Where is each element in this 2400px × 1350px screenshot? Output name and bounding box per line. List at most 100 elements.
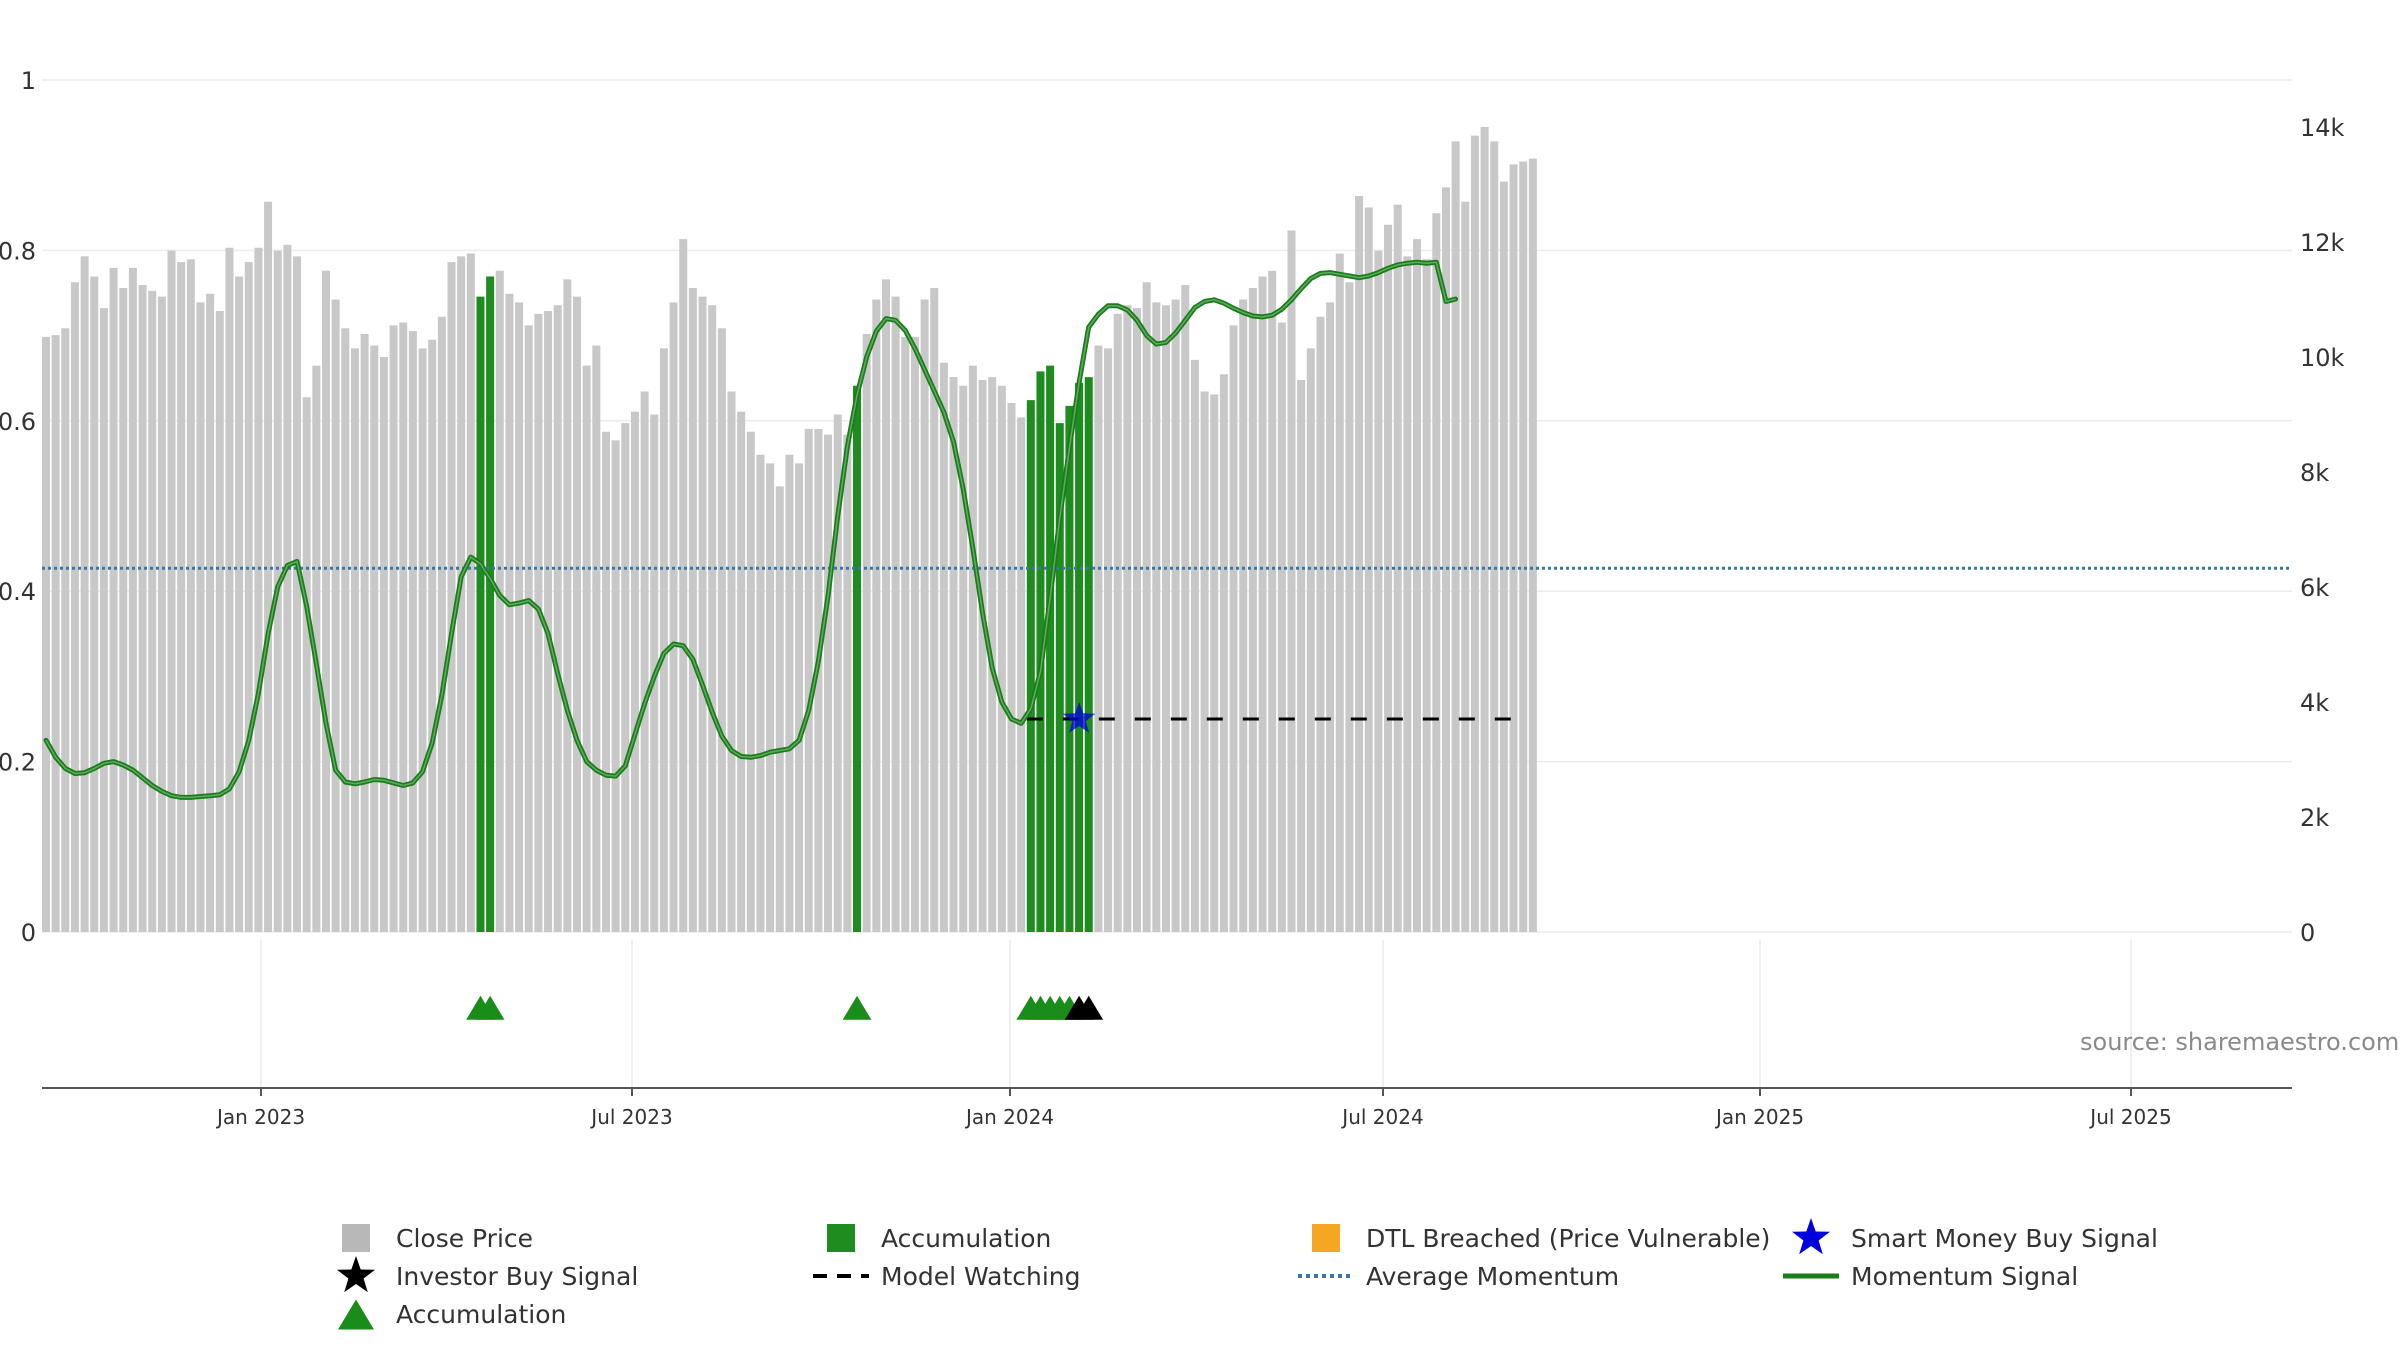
close-price-bar bbox=[1364, 207, 1373, 932]
close-price-bar bbox=[331, 299, 340, 932]
right-axis-tick: 6k bbox=[2300, 574, 2329, 602]
close-price-bar bbox=[1519, 161, 1528, 932]
close-price-bar bbox=[814, 428, 823, 932]
close-price-bar bbox=[99, 308, 108, 932]
left-axis-tick: 0 bbox=[21, 919, 36, 947]
close-price-bar bbox=[1171, 299, 1180, 932]
close-price-bar bbox=[1277, 322, 1286, 932]
right-axis-tick: 0 bbox=[2300, 919, 2315, 947]
close-price-bar bbox=[727, 391, 736, 932]
close-price-bar bbox=[1480, 127, 1489, 932]
accumulation-bar bbox=[476, 296, 485, 932]
close-price-bar bbox=[379, 357, 388, 932]
left-axis-tick: 1 bbox=[21, 67, 36, 95]
right-axis-tick: 10k bbox=[2300, 344, 2345, 372]
accumulation-bar bbox=[1046, 365, 1055, 932]
close-price-bar bbox=[920, 299, 929, 932]
close-price-bar bbox=[582, 365, 591, 932]
close-price-bar bbox=[592, 345, 601, 932]
x-axis-tick-label: Jul 2024 bbox=[1340, 1105, 1423, 1129]
right-axis-tick: 14k bbox=[2300, 114, 2345, 142]
close-price-bar bbox=[1528, 158, 1537, 932]
close-price-bar bbox=[862, 334, 871, 932]
right-axis-tick: 4k bbox=[2300, 689, 2329, 717]
close-price-bar bbox=[1403, 256, 1412, 932]
close-price-bar bbox=[196, 302, 205, 932]
close-price-bar bbox=[891, 296, 900, 932]
close-price-bar bbox=[206, 293, 215, 932]
close-price-bar bbox=[968, 365, 977, 932]
close-price-bar bbox=[370, 345, 379, 932]
close-price-bar bbox=[544, 311, 553, 932]
close-price-bar bbox=[1219, 374, 1228, 932]
left-axis-tick: 0.8 bbox=[0, 237, 36, 265]
close-price-bar bbox=[1509, 164, 1518, 932]
x-axis-tick-label: Jan 2024 bbox=[964, 1105, 1054, 1129]
close-price-bar bbox=[1297, 380, 1306, 932]
close-price-bar bbox=[872, 299, 881, 932]
legend-star-icon bbox=[337, 1256, 375, 1293]
close-price-bar bbox=[80, 256, 89, 932]
close-price-bar bbox=[553, 305, 562, 932]
close-price-bar bbox=[524, 325, 533, 932]
close-price-bar bbox=[746, 431, 755, 932]
signal-markers bbox=[466, 702, 1104, 1020]
right-axis-tick: 8k bbox=[2300, 459, 2329, 487]
close-price-bar bbox=[389, 325, 398, 932]
close-price-bar bbox=[824, 434, 833, 932]
close-price-bar bbox=[215, 311, 224, 932]
momentum-signal-highlight bbox=[45, 261, 1456, 799]
accumulation-triangle bbox=[475, 995, 505, 1020]
close-price-bar bbox=[138, 285, 147, 932]
close-price-bar bbox=[157, 296, 166, 932]
close-price-bar bbox=[1422, 259, 1431, 932]
legend-label: Momentum Signal bbox=[1851, 1262, 2078, 1291]
accumulation-bar bbox=[1065, 405, 1074, 932]
close-price-bar bbox=[119, 288, 128, 932]
close-price-bar bbox=[1104, 348, 1113, 932]
close-price-bar bbox=[1326, 302, 1335, 932]
close-price-bar bbox=[1007, 403, 1016, 932]
close-price-bar bbox=[1161, 305, 1170, 932]
close-price-bar bbox=[264, 201, 273, 932]
close-price-bar bbox=[360, 334, 369, 932]
close-price-bar bbox=[1258, 276, 1267, 932]
close-price-bar bbox=[254, 247, 263, 932]
close-price-bar bbox=[399, 322, 408, 932]
close-price-bar bbox=[1355, 196, 1364, 932]
close-price-bar bbox=[42, 336, 50, 932]
close-price-bar bbox=[167, 250, 176, 932]
legend-swatch-close-price bbox=[342, 1224, 370, 1252]
close-price-bar bbox=[698, 296, 707, 932]
close-price-bar bbox=[1142, 282, 1151, 932]
close-price-bar bbox=[640, 391, 649, 932]
close-price-bar bbox=[1316, 316, 1325, 932]
legend-item: DTL Breached (Price Vulnerable) bbox=[1312, 1224, 1770, 1253]
close-price-bar bbox=[1113, 313, 1122, 932]
close-price-bar bbox=[669, 302, 678, 932]
close-price-bar bbox=[910, 336, 919, 932]
close-price-bar bbox=[61, 328, 70, 932]
x-axis-tick-label: Jan 2023 bbox=[215, 1105, 305, 1129]
close-price-bar bbox=[1335, 253, 1344, 932]
x-axis-tick-label: Jul 2025 bbox=[2088, 1105, 2171, 1129]
accumulation-bar bbox=[1084, 377, 1093, 932]
legend-star-icon bbox=[1792, 1218, 1830, 1255]
close-price-bar bbox=[128, 267, 137, 932]
close-price-bar bbox=[717, 328, 726, 932]
right-axis-tick: 2k bbox=[2300, 804, 2329, 832]
close-price-bar bbox=[418, 348, 427, 932]
close-price-bar bbox=[447, 262, 456, 932]
close-price-bars bbox=[42, 127, 1537, 932]
close-price-bar bbox=[1499, 181, 1508, 932]
close-price-bar bbox=[901, 336, 910, 932]
accumulation-bar bbox=[1075, 382, 1084, 932]
accumulation-bar bbox=[1036, 371, 1045, 932]
x-axis-tick-label: Jul 2023 bbox=[589, 1105, 672, 1129]
close-price-bar bbox=[1470, 135, 1479, 932]
close-price-bar bbox=[505, 293, 514, 932]
close-price-bar bbox=[186, 259, 195, 932]
close-price-bar bbox=[1094, 345, 1103, 932]
legend-item: Accumulation bbox=[827, 1224, 1051, 1253]
